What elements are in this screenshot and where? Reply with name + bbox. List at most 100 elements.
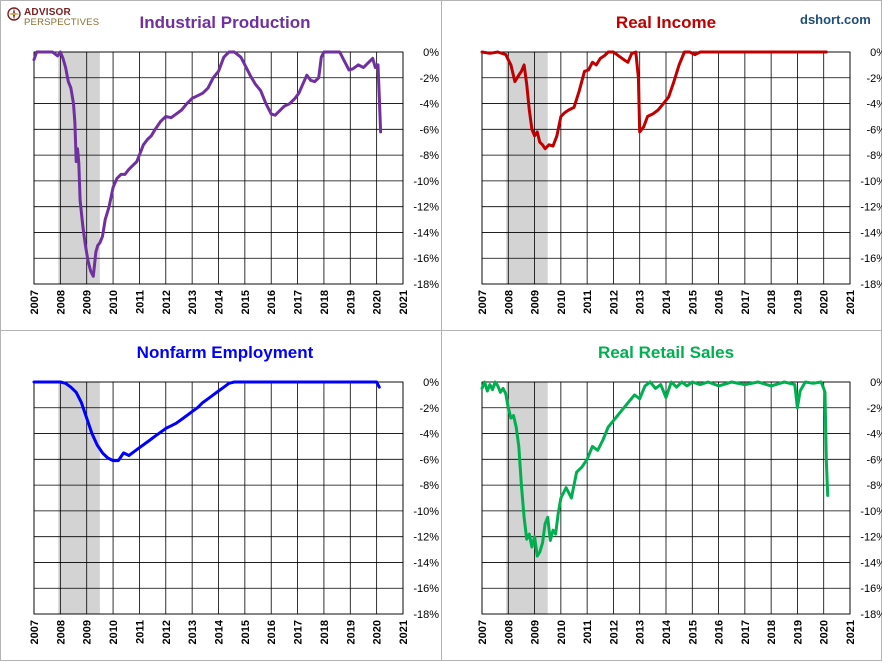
chart-title: Nonfarm Employment — [137, 343, 314, 362]
y-tick-label: -8% — [419, 150, 439, 162]
series-line — [32, 50, 383, 278]
x-tick-label: 2011 — [134, 290, 146, 314]
x-tick-label: 2015 — [240, 290, 252, 314]
logo-line-1: ADVISOR — [24, 7, 71, 18]
x-tick-label: 2021 — [398, 620, 410, 644]
y-tick-label: -2% — [866, 73, 882, 85]
x-tick-label: 2020 — [819, 620, 831, 644]
y-tick-label: -12% — [413, 532, 439, 544]
real-retail-sales-chart: Real Retail Sales 0% -2% -4% -6% -8% -10% -12% -… — [477, 343, 882, 644]
x-tick-label: 2008 — [503, 290, 515, 314]
x-tick-label: 2018 — [319, 620, 331, 644]
x-tick-label: 2012 — [608, 620, 620, 644]
y-tick-label: -16% — [860, 583, 882, 595]
x-tick-label: 2007 — [29, 620, 41, 644]
y-tick-label: -8% — [866, 480, 882, 492]
y-tick-label: -6% — [419, 454, 439, 466]
nonfarm-employment-chart: Nonfarm Employment 0% -2% -4% -6% -8% -10% -12%… — [29, 343, 439, 644]
x-tick-label: 2007 — [477, 620, 489, 644]
x-tick-label: 2014 — [214, 289, 226, 314]
y-tick-label: -16% — [413, 583, 439, 595]
x-tick-label: 2019 — [345, 620, 357, 644]
recession-shading — [58, 382, 100, 614]
x-tick-label: 2011 — [582, 620, 594, 644]
x-tick-label: 2019 — [792, 290, 804, 314]
x-tick-label: 2020 — [819, 290, 831, 314]
plot-frame — [481, 51, 851, 285]
y-tick-label: -18% — [413, 279, 439, 291]
x-tick-label: 2017 — [740, 620, 752, 644]
y-tick-label: -2% — [866, 403, 882, 415]
compass-logo-icon — [7, 7, 21, 21]
y-tick-label: -4% — [419, 99, 439, 111]
y-tick-label: -12% — [860, 532, 882, 544]
plot-frame — [33, 381, 404, 615]
y-tick-label: -6% — [866, 124, 882, 136]
x-tick-label: 2014 — [214, 619, 226, 644]
x-tick-label: 2021 — [398, 290, 410, 314]
y-tick-label: 0% — [870, 377, 882, 389]
y-tick-label: -18% — [413, 609, 439, 621]
x-tick-label: 2009 — [82, 290, 94, 314]
x-tick-label: 2021 — [845, 290, 857, 314]
chart-panel-real-income: Real Income 0% -2% -4% -6% -8% -10% -12% -14% -16… — [441, 0, 882, 331]
y-tick-label: 0% — [870, 47, 882, 59]
y-tick-label: -2% — [419, 403, 439, 415]
y-tick-label: -12% — [413, 202, 439, 214]
x-tick-label: 2010 — [108, 290, 120, 314]
x-tick-label: 2020 — [372, 290, 384, 314]
dshort-site-label: dshort.com — [800, 12, 871, 27]
x-tick-label: 2014 — [661, 289, 673, 314]
chart-panel-industrial-production: Industrial Production 0% -2% -4% -6% -8% -10% -… — [0, 0, 442, 331]
y-tick-label: -4% — [419, 429, 439, 441]
x-tick-label: 2011 — [134, 620, 146, 644]
advisor-perspectives-logo: ADVISOR PERSPECTIVES — [7, 7, 103, 29]
x-tick-label: 2007 — [477, 290, 489, 314]
x-tick-label: 2014 — [661, 619, 673, 644]
y-tick-label: -16% — [860, 253, 882, 265]
y-tick-label: 0% — [423, 47, 439, 59]
y-tick-label: -14% — [413, 557, 439, 569]
x-tick-label: 2009 — [82, 620, 94, 644]
y-tick-label: -10% — [860, 176, 882, 188]
recession-shading — [506, 382, 548, 614]
series-line — [32, 380, 381, 463]
x-tick-label: 2009 — [530, 620, 542, 644]
y-tick-label: -6% — [419, 124, 439, 136]
chart-panel-real-retail-sales: Real Retail Sales 0% -2% -4% -6% -8% -10% -12% -… — [441, 330, 882, 661]
series-line — [480, 380, 830, 558]
x-tick-label: 2017 — [740, 290, 752, 314]
x-tick-label: 2017 — [293, 290, 305, 314]
x-tick-label: 2007 — [29, 290, 41, 314]
y-tick-label: -4% — [866, 429, 882, 441]
x-tick-label: 2013 — [635, 290, 647, 314]
plot-frame — [481, 381, 851, 615]
x-tick-label: 2012 — [161, 290, 173, 314]
y-tick-label: -4% — [866, 99, 882, 111]
x-tick-label: 2010 — [556, 290, 568, 314]
y-tick-label: -12% — [860, 202, 882, 214]
x-tick-label: 2013 — [187, 290, 199, 314]
x-tick-label: 2009 — [530, 290, 542, 314]
plot-frame — [33, 51, 404, 285]
x-tick-label: 2010 — [556, 620, 568, 644]
series-line — [480, 50, 828, 151]
x-tick-label: 2019 — [792, 620, 804, 644]
y-tick-label: -14% — [860, 227, 882, 239]
y-tick-label: -18% — [860, 279, 882, 291]
y-tick-label: -8% — [866, 150, 882, 162]
x-tick-label: 2021 — [845, 620, 857, 644]
chart-title: Real Retail Sales — [598, 343, 734, 362]
x-tick-label: 2018 — [319, 290, 331, 314]
x-tick-label: 2018 — [766, 620, 778, 644]
x-tick-label: 2012 — [608, 290, 620, 314]
x-tick-label: 2010 — [108, 620, 120, 644]
x-tick-label: 2016 — [266, 290, 278, 314]
x-tick-label: 2015 — [240, 620, 252, 644]
x-tick-label: 2013 — [187, 620, 199, 644]
industrial-production-chart: Industrial Production 0% -2% -4% -6% -8% -10% -… — [29, 13, 439, 314]
y-tick-label: -10% — [413, 506, 439, 518]
x-tick-label: 2008 — [55, 620, 67, 644]
x-tick-label: 2019 — [345, 290, 357, 314]
x-tick-label: 2008 — [503, 620, 515, 644]
